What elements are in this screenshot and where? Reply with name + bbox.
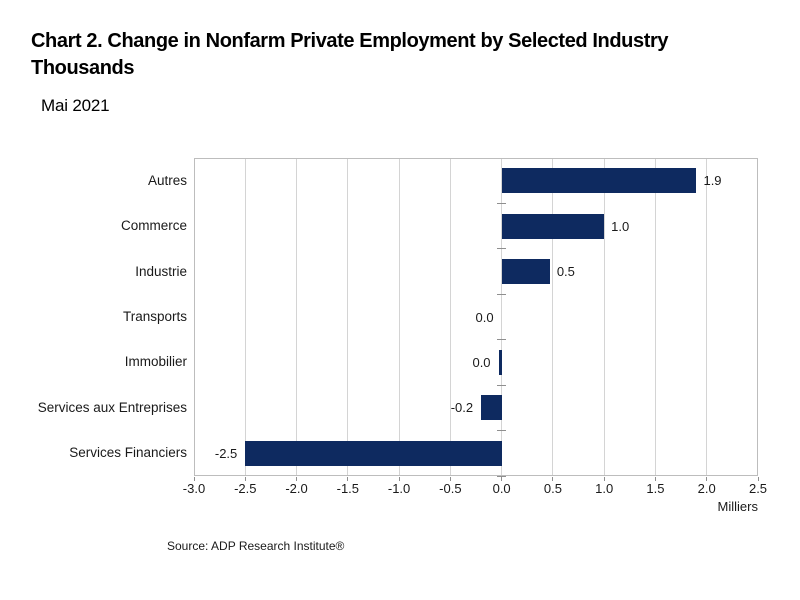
x-axis-tick-mark — [603, 477, 605, 481]
bar-services-aux-entreprises — [481, 395, 502, 421]
x-axis-tick-mark — [398, 477, 400, 481]
zero-gridline — [501, 158, 503, 476]
category-axis-tick-mark — [497, 248, 507, 250]
x-tick-label: -3.0 — [182, 481, 206, 496]
value-label-immobilier: 0.0 — [472, 354, 491, 370]
gridline — [398, 158, 400, 476]
category-axis-tick-mark — [497, 339, 507, 341]
x-axis-tick-mark — [296, 477, 298, 481]
gridline — [603, 158, 605, 476]
x-tick-label: -1.0 — [387, 481, 411, 496]
category-axis-tick-mark — [497, 430, 507, 432]
gridline — [654, 158, 656, 476]
bar-commerce — [501, 213, 605, 239]
x-tick-label: -2.0 — [285, 481, 308, 496]
x-axis-tick-mark — [757, 477, 759, 481]
x-axis-tick-mark — [706, 477, 708, 481]
value-label-services-aux-entreprises: -0.2 — [450, 400, 474, 416]
category-label-services-financiers: Services Financiers — [69, 445, 187, 461]
x-axis-tick-mark — [347, 477, 349, 481]
value-label-transports: 0.0 — [475, 309, 494, 325]
x-axis-tick-mark — [654, 477, 656, 481]
x-axis-title: Milliers — [717, 499, 758, 514]
value-label-services-financiers: -2.5 — [214, 445, 238, 461]
x-tick-label: -2.5 — [234, 481, 257, 496]
value-label-commerce: 1.0 — [611, 218, 630, 234]
x-axis-tick-mark — [449, 477, 451, 481]
x-axis-tick-mark — [501, 477, 503, 481]
category-label-immobilier: Immobilier — [124, 354, 187, 370]
category-label-autres: Autres — [147, 172, 187, 188]
x-tick-label: 2.5 — [748, 481, 768, 496]
chart-title-line2: Thousands — [31, 57, 135, 79]
bar-immobilier — [498, 349, 502, 375]
gridline — [347, 158, 349, 476]
x-tick-label: 2.0 — [697, 481, 716, 496]
x-tick-label: 1.5 — [646, 481, 665, 496]
chart-subtitle: Mai 2021 — [41, 96, 110, 115]
x-tick-label: -1.5 — [336, 481, 360, 496]
x-axis-tick-mark — [193, 477, 195, 481]
x-tick-label: 0.0 — [492, 481, 511, 496]
x-tick-label: -0.5 — [439, 481, 462, 496]
y-axis-category-labels: Autres Commerce Industrie Transports Immobil… — [0, 158, 187, 476]
chart-title-line1: Chart 2. Change in Nonfarm Private Emplo… — [31, 30, 669, 52]
category-axis-tick-mark — [497, 384, 507, 386]
category-label-commerce: Commerce — [120, 218, 187, 234]
bar-services-financiers — [245, 440, 502, 466]
gridline — [706, 158, 708, 476]
category-label-services-aux-entreprises: Services aux Entreprises — [37, 399, 187, 415]
chart-title: Chart 2. Change in Nonfarm Private Emplo… — [31, 28, 668, 82]
gridline — [449, 158, 451, 476]
source-note: Source: ADP Research Institute® — [167, 539, 345, 553]
category-axis-tick-mark — [497, 475, 507, 477]
value-label-autres: 1.9 — [703, 173, 722, 189]
x-axis-tick-mark — [552, 477, 554, 481]
bar-autres — [501, 168, 697, 194]
category-axis-tick-mark — [497, 202, 507, 204]
category-axis-tick-mark — [497, 293, 507, 295]
category-label-industrie: Industrie — [135, 263, 187, 279]
x-tick-label: 0.5 — [543, 481, 562, 496]
category-axis-tick-mark — [497, 157, 507, 159]
value-label-industrie: 0.5 — [556, 264, 575, 280]
plot-area: 1.9 1.0 0.5 0.0 0.0 -0.2 -2.5 — [193, 157, 759, 481]
bar-industrie — [501, 259, 550, 285]
category-label-transports: Transports — [122, 309, 187, 324]
gridline — [552, 158, 554, 476]
gridline — [296, 158, 298, 476]
x-axis-tick-labels: -3.0 -2.5 -2.0 -1.5 -1.0 -0.5 0.0 0.5 1.0 1.5 2.0 2… — [183, 481, 767, 497]
x-axis-tick-mark — [244, 477, 246, 481]
gridline — [244, 158, 246, 476]
x-tick-label: 1.0 — [595, 481, 614, 496]
